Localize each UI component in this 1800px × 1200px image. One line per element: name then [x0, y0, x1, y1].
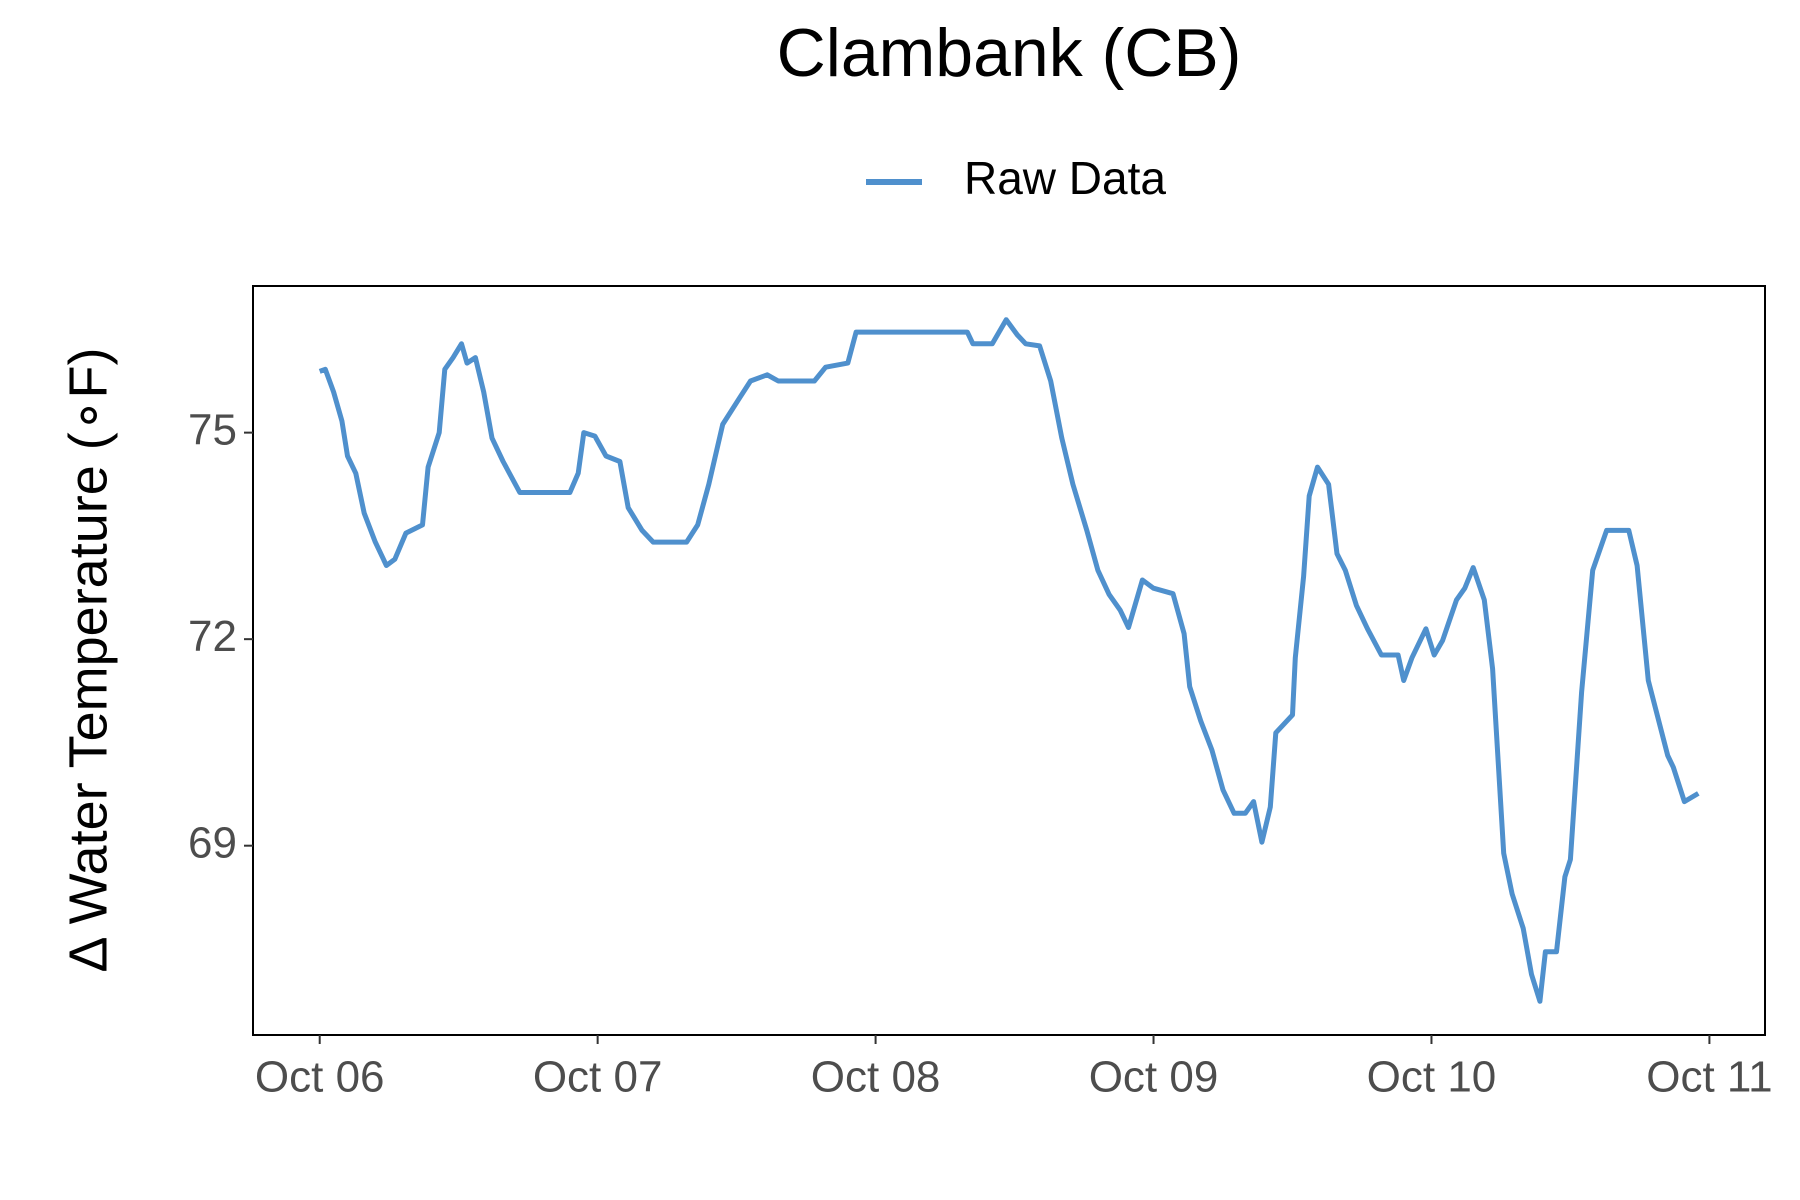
x-tick-label: Oct 10: [1367, 1053, 1497, 1102]
legend-label: Raw Data: [964, 152, 1166, 204]
x-tick-label: Oct 11: [1646, 1053, 1772, 1102]
x-tick-label: Oct 07: [533, 1053, 663, 1102]
y-tick-label: 69: [188, 818, 237, 867]
x-tick-label: Oct 06: [255, 1053, 385, 1102]
y-tick-label: 72: [188, 612, 237, 661]
data-line: [318, 317, 1700, 1004]
plot-border: [252, 285, 1766, 1036]
x-tick-label: Oct 08: [811, 1053, 941, 1102]
x-tick-label: Oct 09: [1089, 1053, 1219, 1102]
chart-title: Clambank (CB): [777, 15, 1242, 91]
y-axis-label: Δ Water Temperature (∘F): [58, 347, 118, 972]
y-tick-label: 75: [188, 405, 237, 454]
